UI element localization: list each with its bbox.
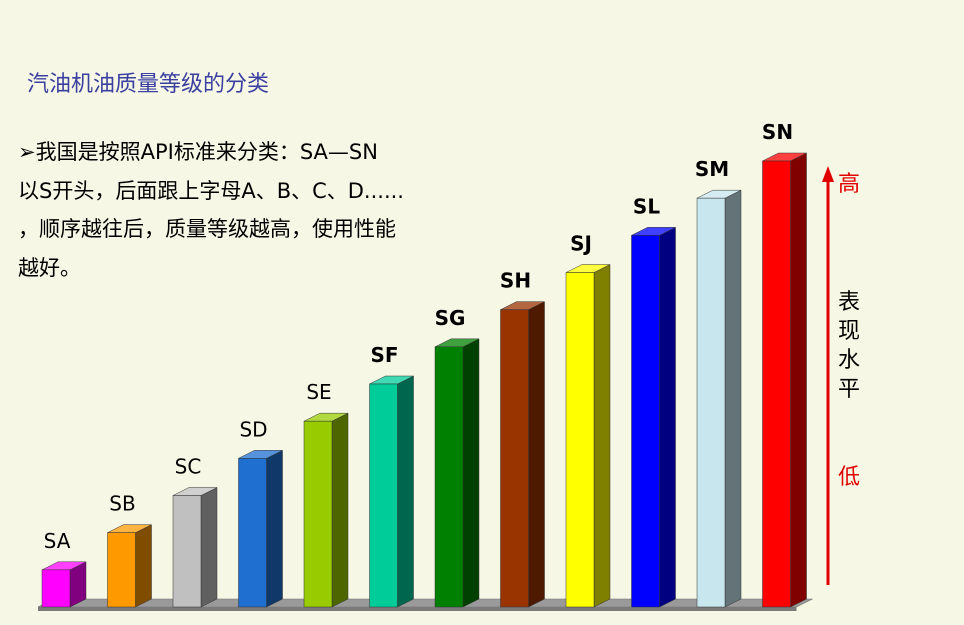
bar-sm (696, 189, 742, 608)
bar-side-sc (200, 487, 218, 608)
bar-front-sj (565, 272, 595, 608)
body-line-4: 越好。 (18, 255, 81, 280)
bar-side-sn (790, 152, 807, 608)
bar-se (303, 412, 349, 608)
bar-sn (762, 152, 807, 608)
bar-front-sd (238, 458, 267, 608)
bar-front-sb (107, 532, 136, 608)
body-line-3: ，顺序越往后，质量等级越高，使用性能 (18, 217, 396, 241)
bar-side-sh (528, 301, 545, 608)
bar-sf (369, 375, 414, 608)
performance-axis: 高 低 表 现 水 平 (822, 166, 860, 585)
bar-label-sc: SC (175, 455, 202, 479)
bar-side-sd (266, 449, 283, 608)
chart-category-labels: SA SB SC SD SE SF SG SH SJ SL SM SN (44, 120, 793, 553)
bar-label-sa: SA (44, 529, 71, 553)
bar-label-sj: SJ (570, 232, 592, 256)
bar-side-sb (135, 524, 152, 608)
bar-label-se: SE (306, 380, 331, 404)
body-text: ➢我国是按照API标准来分类：SA—SN 以S开头，后面跟上字母A、B、C、D.… (18, 133, 478, 287)
bar-front-sf (369, 383, 398, 608)
performance-low-label: 低 (838, 465, 860, 490)
bar-sb (107, 524, 152, 608)
bar-side-sm (724, 189, 742, 608)
bar-sh (500, 301, 545, 608)
bar-sa (41, 561, 87, 608)
bar-sc (172, 487, 218, 608)
bar-label-sm: SM (695, 157, 729, 181)
bar-label-sl: SL (633, 194, 660, 218)
body-line-2: 以S开头，后面跟上字母A、B、C、D...... (18, 178, 404, 203)
bar-label-sb: SB (109, 492, 135, 516)
bar-label-sn: SN (762, 120, 793, 144)
bar-sl (631, 226, 676, 608)
bar-side-sf (397, 375, 414, 608)
bar-front-sg (434, 346, 464, 608)
bar-sd (238, 449, 283, 608)
bar-front-sh (500, 309, 529, 608)
bar-label-sd: SD (239, 417, 267, 441)
chart-bars (41, 152, 807, 608)
bar-side-sl (659, 226, 676, 608)
performance-high-label: 高 (838, 172, 860, 197)
performance-caption-char-3: 水 (838, 348, 860, 373)
bar-front-sa (41, 569, 71, 608)
performance-arrow-head-icon (822, 166, 834, 182)
chart-floor-front (38, 607, 797, 611)
performance-caption-char-4: 平 (838, 377, 860, 402)
bar-front-sn (762, 160, 791, 608)
bar-sj (565, 264, 611, 608)
bar-front-sc (172, 495, 202, 608)
bar-side-sg (462, 338, 480, 608)
bar-sg (434, 338, 480, 608)
chart-floor-top (37, 598, 813, 608)
bar-side-sj (593, 264, 611, 608)
slide-title: 汽油机油质量等级的分类 (27, 72, 270, 97)
bar-front-se (303, 420, 333, 608)
bar-label-sf: SF (370, 343, 398, 367)
bar-side-se (331, 412, 349, 608)
bar-front-sl (631, 235, 660, 608)
bar-label-sh: SH (500, 269, 531, 293)
performance-caption-char-1: 表 (838, 290, 860, 315)
chart-floor (37, 598, 813, 611)
body-line-1: ➢我国是按照API标准来分类：SA—SN (18, 140, 378, 164)
bar-label-sg: SG (435, 306, 466, 330)
bar-front-sm (696, 197, 726, 608)
performance-caption-char-2: 现 (838, 319, 860, 344)
